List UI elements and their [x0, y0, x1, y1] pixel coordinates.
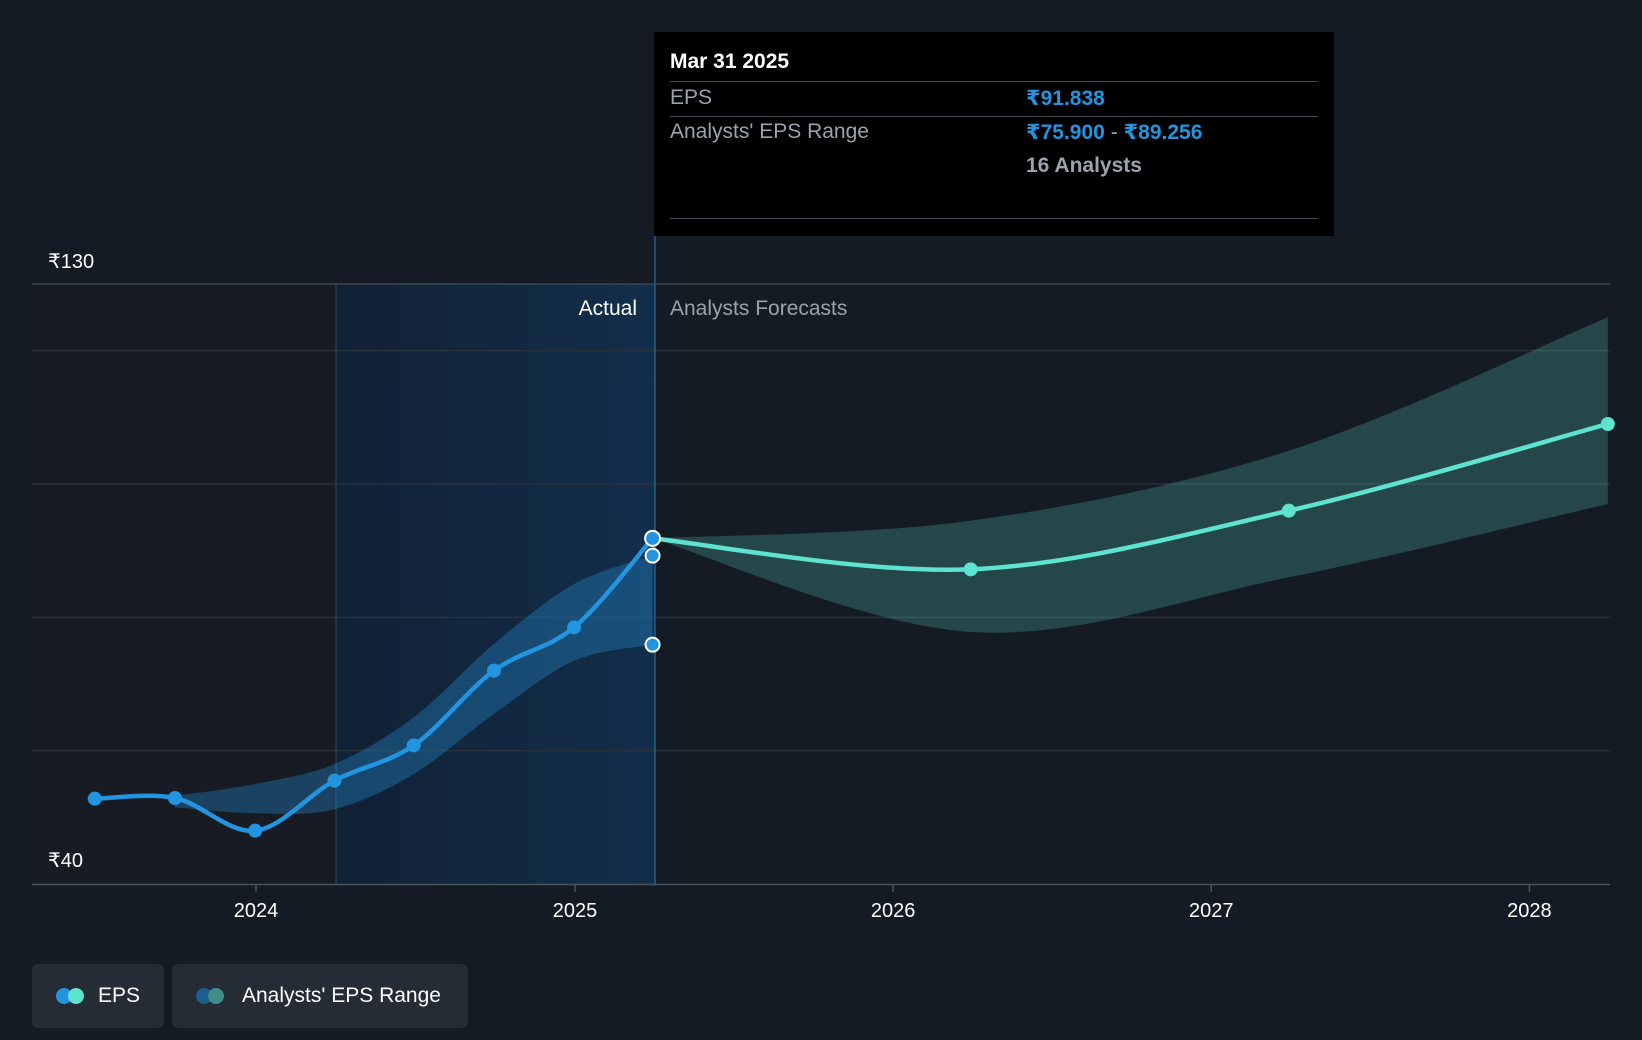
data-point [406, 738, 421, 753]
tooltip-range-low: ₹75.900 [1026, 121, 1105, 144]
x-tick-label: 2027 [1189, 900, 1234, 922]
legend-label-eps: EPS [97, 984, 140, 1007]
range-legend-icon [196, 987, 228, 1005]
data-point [963, 562, 978, 577]
past-region [32, 284, 336, 884]
x-tick-label: 2026 [871, 900, 916, 922]
y-axis-bottom-label: ₹40 [48, 850, 83, 872]
actual-region-label: Actual [579, 297, 637, 320]
legend-item-eps[interactable]: EPS [32, 964, 164, 1028]
range-band [174, 555, 653, 814]
range-marker [644, 547, 661, 564]
tooltip-eps-value: ₹91.838 [1026, 87, 1105, 110]
x-tick-label: 2028 [1507, 900, 1552, 922]
data-point [486, 663, 501, 678]
actual-highlight [336, 284, 655, 884]
range-marker [644, 636, 661, 653]
tooltip-range-value: ₹75.900 - ₹89.256 [1026, 120, 1202, 145]
tooltip-analysts-count: 16 Analysts [1026, 154, 1142, 177]
x-axis-ticks: 2024 2025 2026 2027 2028 [234, 884, 1552, 922]
forecast-region-label: Analysts Forecasts [670, 297, 847, 320]
tooltip: Mar 31 2025 EPS ₹91.838 Analysts' EPS Ra… [654, 32, 1334, 236]
range-bands [174, 317, 1608, 814]
eps-points [87, 417, 1615, 838]
eps-line [650, 421, 1611, 573]
data-point [567, 620, 582, 635]
data-point [327, 773, 342, 788]
tooltip-eps-label: EPS [670, 86, 713, 109]
data-point [644, 529, 662, 547]
tooltip-range-high: ₹89.256 [1123, 121, 1203, 144]
x-tick-label: 2024 [234, 900, 279, 922]
gridlines [32, 283, 1610, 752]
tooltip-divider [670, 218, 1318, 219]
data-point [1281, 503, 1296, 518]
range-band [652, 317, 1608, 633]
tooltip-range-separator: - [1110, 121, 1118, 144]
data-point [248, 823, 263, 838]
tooltip-divider [670, 81, 1318, 82]
tooltip-divider [670, 116, 1318, 117]
data-point [1600, 417, 1615, 431]
eps-legend-icon [56, 987, 84, 1005]
data-point [167, 791, 182, 805]
tooltip-date: Mar 31 2025 [670, 50, 790, 73]
legend-item-analysts-range[interactable]: Analysts' EPS Range [172, 964, 468, 1028]
y-axis-top-label: ₹130 [48, 251, 94, 273]
legend-label-analysts-range: Analysts' EPS Range [242, 984, 441, 1007]
data-point [87, 791, 102, 806]
tooltip-range-label: Analysts' EPS Range [670, 120, 869, 143]
x-tick-label: 2025 [553, 900, 598, 922]
